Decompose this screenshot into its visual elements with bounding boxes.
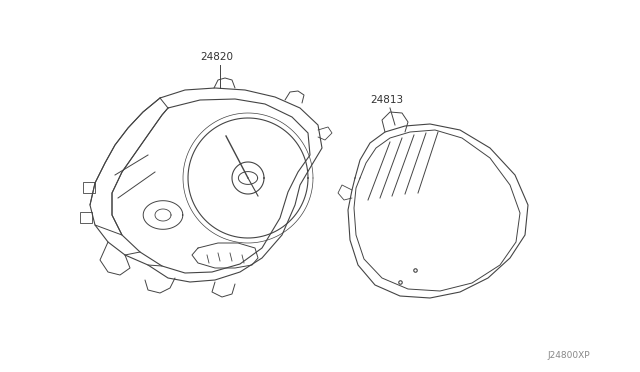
Text: 24820: 24820 [200,52,233,62]
Text: 24813: 24813 [370,95,403,105]
Text: J24800XP: J24800XP [547,351,590,360]
Bar [83,182,95,193]
Bar [80,212,92,223]
